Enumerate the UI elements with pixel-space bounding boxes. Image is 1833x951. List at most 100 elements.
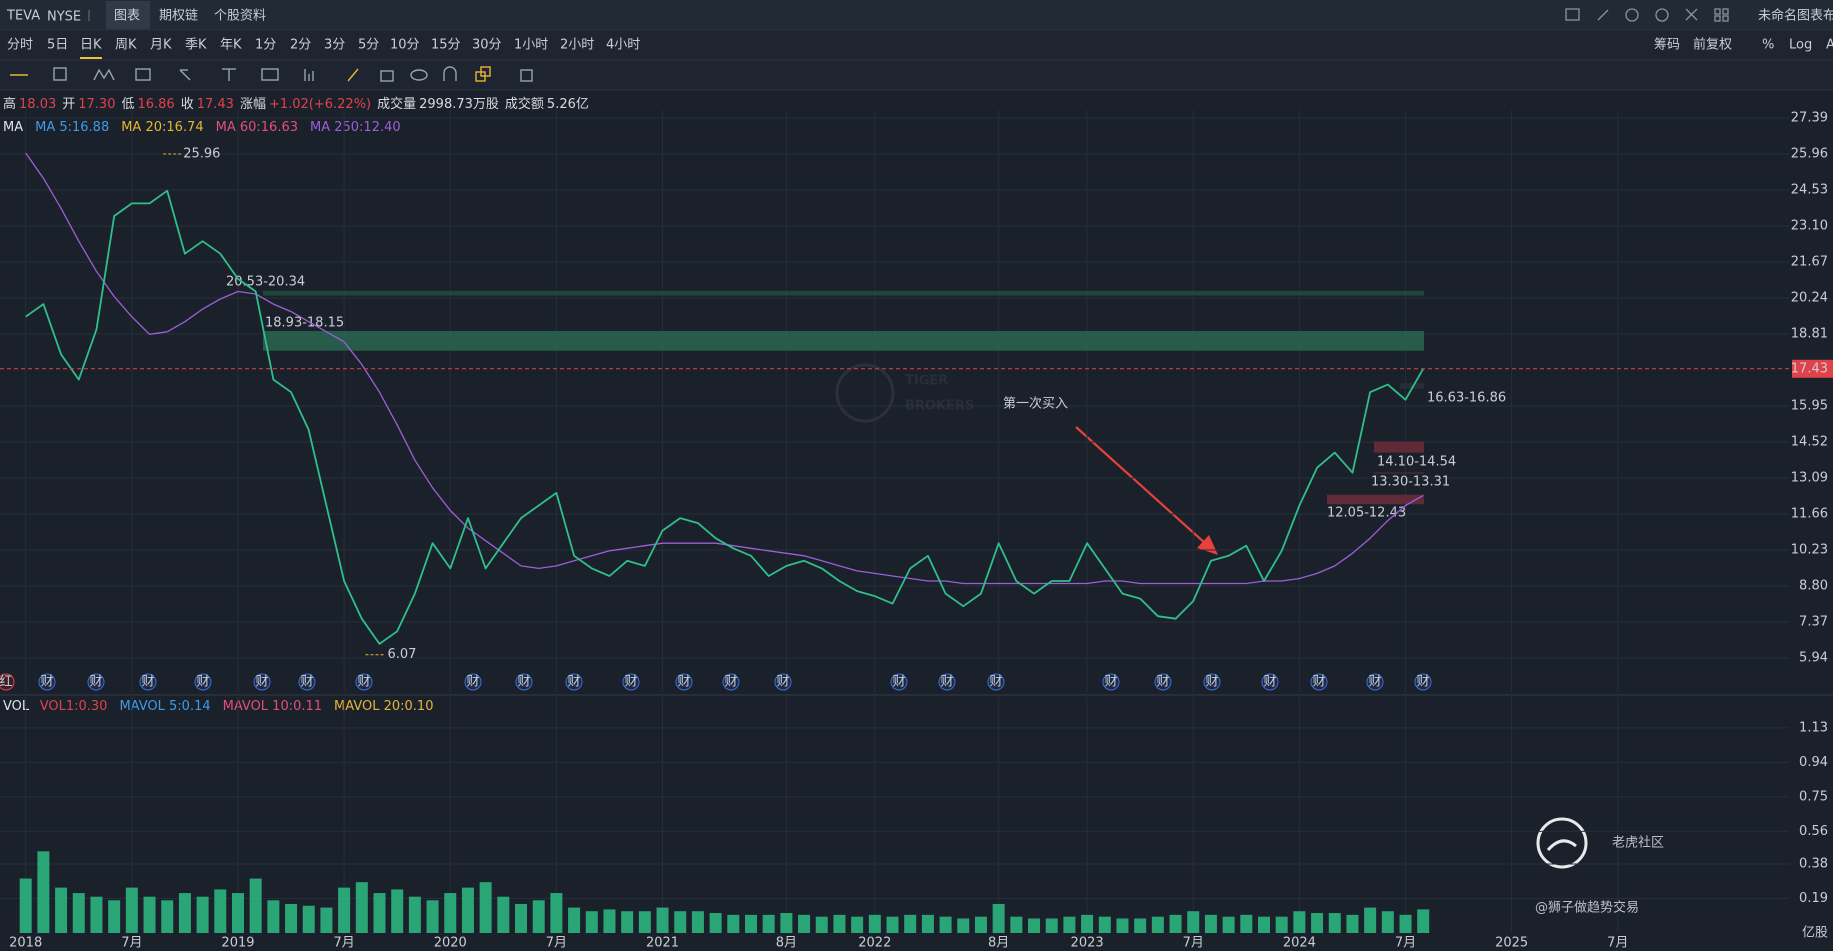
period-button[interactable]: 2分 [290, 38, 311, 53]
broker-watermark: TIGER [905, 374, 948, 389]
period-button[interactable]: 5分 [358, 38, 379, 53]
y-tick-label: 24.53 [1791, 183, 1828, 198]
x-tick-label: 2025 [1495, 936, 1528, 951]
volume-bar [90, 896, 103, 933]
volume-bar [444, 893, 457, 933]
event-icon[interactable] [1102, 673, 1120, 691]
period-button[interactable]: 分时 [7, 38, 33, 53]
period-button[interactable]: 4小时 [606, 38, 640, 53]
event-icon[interactable] [515, 673, 533, 691]
event-icon[interactable] [0, 673, 15, 691]
volume-bar [744, 914, 757, 933]
volume-bar [1258, 916, 1270, 933]
window-icons[interactable] [1565, 8, 1729, 22]
volume-bar [143, 896, 156, 933]
event-icon-label: 财 [1312, 675, 1325, 690]
period-button[interactable]: 30分 [472, 38, 502, 53]
event-icon[interactable] [722, 673, 740, 691]
volume-bar [886, 916, 899, 933]
event-icon[interactable] [675, 673, 693, 691]
event-icon[interactable] [1310, 673, 1328, 691]
volume-bar [1328, 913, 1341, 933]
period-button[interactable]: 1小时 [514, 38, 548, 53]
period-button[interactable]: 3分 [324, 38, 345, 53]
volume-bar [1151, 916, 1164, 933]
event-icon[interactable] [298, 673, 316, 691]
event-icon[interactable] [139, 673, 157, 691]
period-button[interactable]: 日K [80, 38, 102, 53]
chart-option[interactable]: 筹码 [1654, 37, 1680, 53]
event-icon[interactable] [253, 673, 271, 691]
x-tick-label: 7月 [546, 936, 567, 951]
event-icon[interactable] [1154, 673, 1172, 691]
quote-bar-item: 高 [3, 96, 16, 112]
event-icon[interactable] [938, 673, 956, 691]
period-button[interactable]: 周K [115, 38, 137, 53]
period-button[interactable]: 年K [220, 38, 242, 53]
event-icon[interactable] [1366, 673, 1384, 691]
event-icon[interactable] [890, 673, 908, 691]
volume-bar [939, 916, 952, 933]
event-icon[interactable] [87, 673, 105, 691]
event-icon-label: 财 [255, 675, 268, 690]
y-tick-label: 27.39 [1791, 111, 1828, 126]
event-icon-label: 财 [300, 675, 313, 690]
event-icon[interactable] [565, 673, 583, 691]
x-tick-label: 8月 [988, 936, 1009, 951]
volume-bar [1222, 916, 1235, 933]
volume-bar [214, 889, 227, 933]
volume-bar [1364, 907, 1377, 933]
period-button[interactable]: 1分 [255, 38, 276, 53]
volume-bar [1417, 909, 1430, 933]
period-button[interactable]: 5日 [47, 38, 68, 53]
drawing-tools[interactable] [10, 66, 533, 82]
volume-bar [674, 911, 687, 933]
event-icon-label: 财 [624, 675, 637, 690]
y-tick-label: 1.13 [1799, 720, 1828, 735]
legend-item: MAVOL 20:0.10 [334, 699, 433, 714]
period-button[interactable]: 15分 [431, 38, 461, 53]
event-icon[interactable] [194, 673, 212, 691]
y-tick-label: 0.56 [1799, 824, 1828, 839]
broker-watermark-logo [835, 363, 895, 423]
tab[interactable]: 图表 [114, 9, 140, 24]
period-button[interactable]: 月K [150, 38, 172, 53]
volume-bar [1275, 916, 1288, 933]
x-tick-label: 8月 [776, 936, 797, 951]
price-zone [263, 290, 1424, 296]
y-tick-label: 0.38 [1799, 857, 1828, 872]
layout-name: 未命名图表布 [1758, 8, 1833, 24]
event-icon[interactable] [1203, 673, 1221, 691]
event-icon[interactable] [1261, 673, 1279, 691]
event-icon[interactable] [38, 673, 56, 691]
period-button[interactable]: 季K [185, 38, 207, 53]
volume-bar [1169, 914, 1182, 933]
volume-bar [1010, 916, 1023, 933]
volume-bar [1045, 918, 1058, 933]
community-logo [1546, 839, 1577, 852]
chart-option[interactable]: % [1762, 38, 1774, 53]
chart-option[interactable]: 前复权 [1693, 37, 1732, 53]
event-icon[interactable] [774, 673, 792, 691]
event-icon[interactable] [622, 673, 640, 691]
volume-bar [585, 911, 598, 933]
event-icon[interactable] [1414, 673, 1432, 691]
event-icon[interactable] [464, 673, 482, 691]
event-icon-label: 财 [466, 675, 479, 690]
tab[interactable]: 期权链 [159, 8, 198, 24]
event-icon-label: 财 [1104, 675, 1117, 690]
quote-bar-item: 涨幅 [240, 97, 266, 112]
event-icon[interactable] [987, 673, 1005, 691]
volume-bar [1063, 916, 1076, 933]
quote-bar-item: 成交额 [505, 96, 544, 112]
volume-bar [37, 851, 50, 933]
volume-bar [267, 900, 280, 933]
period-button[interactable]: 10分 [390, 38, 420, 53]
chart-option[interactable]: A [1826, 38, 1833, 53]
period-button[interactable]: 2小时 [560, 38, 594, 53]
tab[interactable]: 个股资料 [214, 9, 266, 24]
volume-bar [125, 887, 138, 933]
event-icon-label: 财 [1205, 675, 1218, 690]
chart-option[interactable]: Log [1789, 38, 1812, 53]
event-icon[interactable] [355, 673, 373, 691]
